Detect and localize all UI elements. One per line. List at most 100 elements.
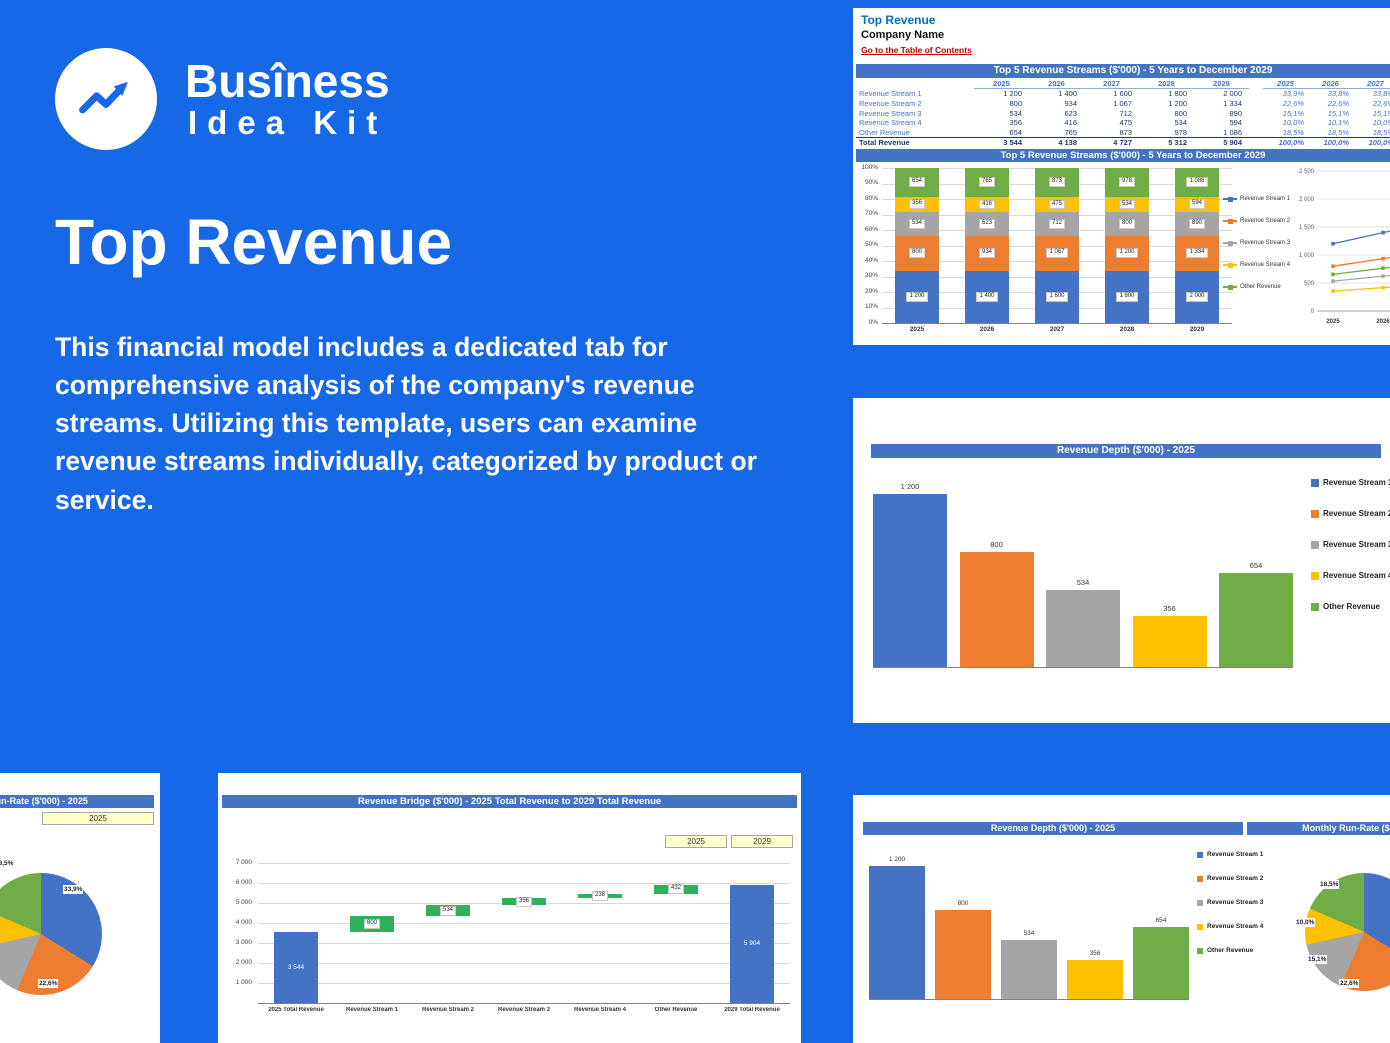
value-cell: 1 200	[1168, 99, 1187, 109]
y-axis-label: 100%	[861, 163, 878, 171]
x-axis-labels: 2025 2026 2027 2028 2029	[882, 326, 1232, 333]
legend-label: Revenue Stream 4	[1240, 262, 1291, 268]
segment-label: 534	[908, 218, 925, 229]
stacked-bar-2029: 2 000 1 334 890 594 1 086	[1175, 168, 1219, 323]
legend-marker-square	[1227, 240, 1233, 246]
bar-segment: 800	[1105, 212, 1149, 236]
segment-label: 2 000	[1186, 291, 1208, 302]
line-series-marker	[1331, 279, 1335, 283]
bridge-end-year-cell[interactable]: 2029	[731, 835, 793, 848]
row-label: Revenue Stream 4	[859, 118, 922, 128]
legend-swatch	[1197, 875, 1203, 882]
bar-column: 1 200	[869, 850, 925, 999]
line-series-2	[1332, 256, 1390, 267]
value-cell: 654	[1009, 128, 1022, 138]
value-cell: 934	[1064, 99, 1077, 109]
bar-segment: 890	[1175, 212, 1219, 236]
pie-slice-label: 10,0%	[1295, 918, 1316, 928]
legend-item: Revenue Stream 2	[1223, 216, 1290, 226]
segment-label: 873	[1048, 177, 1065, 188]
legend-item: Revenue Stream 2	[1197, 875, 1263, 882]
bar-segment: 1 067	[1035, 235, 1079, 271]
line-chart-y-label: 1 500	[1299, 225, 1315, 231]
legend-label: Revenue Stream 3	[1323, 540, 1390, 549]
depth-bar-chart: 1 200 800 534 356 654	[873, 473, 1293, 668]
y-axis-label: 30%	[864, 272, 878, 279]
line-series-marker	[1381, 230, 1385, 235]
line-series-marker	[1381, 256, 1385, 261]
pct-cell: 22,6%	[1282, 99, 1304, 109]
bar	[1132, 615, 1207, 667]
pct-cell: 15,1%	[1372, 108, 1390, 118]
legend-swatch	[1311, 509, 1319, 518]
legend-marker-square	[1227, 262, 1233, 268]
pct-cell: 15,1%	[1282, 108, 1304, 118]
bar	[1067, 959, 1123, 999]
panel-monthly-runrate-left: Monthly Run-Rate ($'000) - 2025 2025 33,…	[0, 773, 160, 1043]
total-pct-cell: 100,0%	[1278, 137, 1304, 147]
bar-column: 654	[1219, 473, 1293, 667]
bar-segment: 475	[1035, 196, 1079, 213]
pct-year-header: 2027	[1353, 79, 1390, 89]
legend-item: Other Revenue	[1197, 947, 1263, 954]
waterfall-column: 356	[486, 863, 562, 1003]
bar-segment: 934	[965, 235, 1009, 271]
pct-cell: 10,0%	[1282, 118, 1304, 128]
value-cell: 800	[1174, 108, 1187, 118]
delta-bar: 356	[502, 896, 546, 907]
legend-label: Revenue Stream 2	[1207, 875, 1264, 882]
bar-value-label: 1 200	[900, 482, 920, 491]
y-axis-label: 0%	[868, 318, 878, 326]
value-cell: 534	[1009, 108, 1022, 118]
runrate-pie-chart-small	[1305, 873, 1390, 991]
value-cell: 1 400	[1058, 89, 1077, 99]
pct-cell: 33,8%	[1372, 89, 1390, 99]
bridge-start-year-cell[interactable]: 2025	[665, 835, 727, 848]
bar-column: 534	[1001, 850, 1057, 999]
stacked-bar-2027: 1 600 1 067 712 475 873	[1035, 168, 1079, 323]
waterfall-column: 534	[410, 863, 486, 1003]
pie-slice-label: 15,1%	[1307, 955, 1328, 965]
bar-segment: 2 000	[1175, 270, 1219, 323]
bar-value-label: 800	[990, 539, 1003, 549]
line-chart-x-label: 2025	[1326, 319, 1340, 325]
waterfall-column: 432	[638, 863, 714, 1003]
segment-label: 1 600	[1046, 291, 1068, 302]
line-chart-y-label: 2 500	[1299, 169, 1315, 175]
legend-marker	[1223, 284, 1237, 290]
table-row: Revenue Stream 1 1 200 1 400 1 600 1 800 2 00…	[856, 89, 1390, 99]
legend-label: Revenue Stream 1	[1323, 478, 1390, 487]
total-bar: 3 544	[274, 932, 318, 1003]
bar	[935, 910, 991, 999]
year-header: 2027	[1084, 79, 1139, 89]
year-selector-cell[interactable]: 2025	[42, 812, 154, 825]
stacked-chart-header: Top 5 Revenue Streams ($'000) - 5 Years …	[856, 149, 1390, 162]
table-row: Other Revenue 654 765 873 978 1 086 18,5% 18,5%…	[856, 127, 1390, 137]
segment-label: 800	[908, 248, 925, 258]
trend-line	[79, 87, 122, 114]
legend-marker-square	[1227, 218, 1233, 224]
legend-label: Revenue Stream 3	[1207, 899, 1264, 906]
pie-slice-label: 18,5%	[0, 859, 15, 869]
segment-label: 934	[978, 248, 995, 258]
line-series-marker	[1331, 264, 1335, 268]
value-cell: 1 600	[1113, 89, 1132, 99]
y-axis-label: 80%	[864, 194, 878, 202]
y-axis-label: 4 000	[235, 918, 252, 926]
pie-slice-label: 22,6%	[38, 979, 59, 989]
value-cell: 1 086	[1223, 128, 1242, 138]
y-axis-label: 20%	[864, 287, 878, 295]
segment-label: 1 067	[1046, 248, 1068, 258]
legend-label: Revenue Stream 4	[1323, 571, 1390, 580]
bar-segment: 1 200	[1105, 235, 1149, 271]
x-axis-line	[882, 323, 1232, 324]
pie-slice-label: 18,5%	[1319, 880, 1340, 890]
legend-label: Revenue Stream 4	[1207, 923, 1264, 930]
year-header: 2029	[1194, 79, 1249, 89]
row-label: Revenue Stream 2	[859, 99, 922, 109]
legend-marker-square	[1227, 284, 1233, 290]
toc-link[interactable]: Go to the Table of Contents	[861, 45, 972, 55]
segment-label: 475	[1048, 199, 1065, 210]
waterfall-column: 238	[562, 863, 638, 1003]
bar	[959, 551, 1034, 667]
